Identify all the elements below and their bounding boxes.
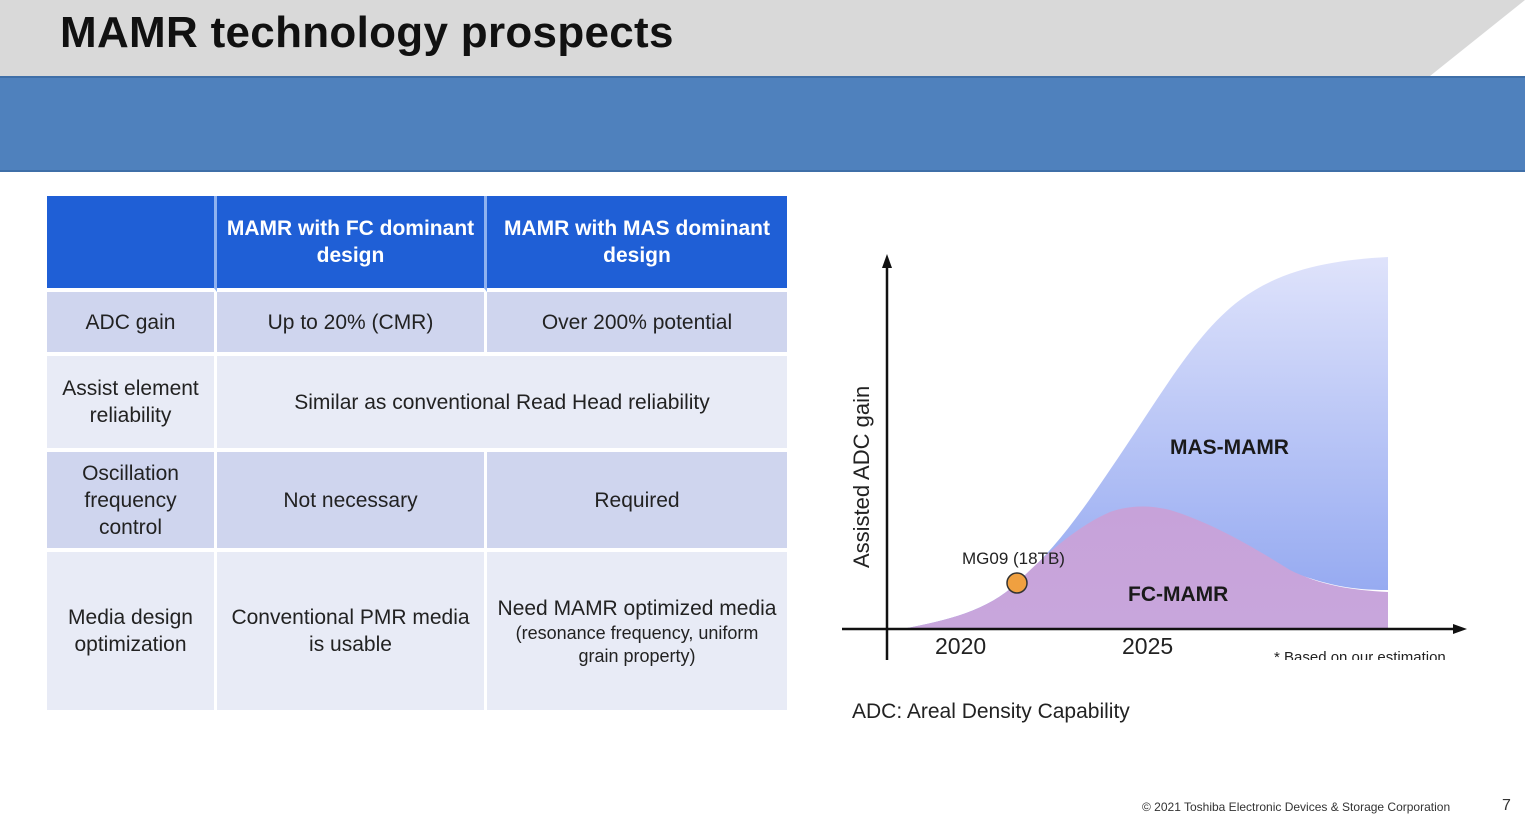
y-axis-label: Assisted ADC gain <box>849 386 874 568</box>
estimation-footnote: * Based on our estimation <box>1274 649 1446 660</box>
annotation-mg09: MG09 (18TB) <box>962 549 1065 568</box>
fc-cell: Up to 20% (CMR) <box>217 292 487 356</box>
comparison-table: MAMR with FC dominant design MAMR with M… <box>47 196 787 714</box>
fc-cell: Not necessary <box>217 452 487 552</box>
mas-cell-note: (resonance frequency, uniform grain prop… <box>515 622 759 666</box>
series-label-fc-mamr: FC-MAMR <box>1128 583 1228 606</box>
page-title: MAMR technology prospects <box>60 8 674 57</box>
mg09-marker-icon <box>1006 572 1028 594</box>
footer-copyright: © 2021 Toshiba Electronic Devices & Stor… <box>1142 800 1451 814</box>
blue-banner <box>0 76 1525 172</box>
header-background <box>0 0 1525 76</box>
row-label: Assist element reliability <box>47 356 217 452</box>
table-row: Oscillation frequency control Not necess… <box>47 452 787 552</box>
series-label-mas-mamr: MAS-MAMR <box>1170 436 1289 459</box>
y-axis-arrow-icon <box>882 254 892 268</box>
mas-mamr-area <box>902 257 1388 629</box>
x-tick-2020: 2020 <box>935 633 986 659</box>
table-header-row: MAMR with FC dominant design MAMR with M… <box>47 196 787 292</box>
x-axis-arrow-icon <box>1453 624 1467 634</box>
mas-cell: Required <box>487 452 787 552</box>
x-tick-2025: 2025 <box>1122 633 1173 659</box>
page-number: 7 <box>1502 797 1511 814</box>
table-row: ADC gain Up to 20% (CMR) Over 200% poten… <box>47 292 787 356</box>
mas-cell: Over 200% potential <box>487 292 787 356</box>
row-label: ADC gain <box>47 292 217 356</box>
mas-cell-main: Need MAMR optimized media <box>497 596 777 620</box>
row-label: Oscillation frequency control <box>47 452 217 552</box>
table-row: Media design optimization Conventional P… <box>47 552 787 714</box>
row-label: Media design optimization <box>47 552 217 714</box>
table-corner-cell <box>47 196 217 292</box>
adc-definition-note: ADC: Areal Density Capability <box>852 700 1130 723</box>
adc-gain-chart: Assisted ADC gain 2020 2025 MAS-MAMR FC-… <box>842 254 1467 660</box>
fc-cell: Conventional PMR media is usable <box>217 552 487 714</box>
fc-mamr-area <box>902 506 1388 629</box>
mas-cell: Need MAMR optimized media (resonance fre… <box>487 552 787 714</box>
column-header-fc: MAMR with FC dominant design <box>217 196 487 292</box>
column-header-mas: MAMR with MAS dominant design <box>487 196 787 292</box>
merged-cell: Similar as conventional Read Head reliab… <box>217 356 787 452</box>
table-row: Assist element reliability Similar as co… <box>47 356 787 452</box>
